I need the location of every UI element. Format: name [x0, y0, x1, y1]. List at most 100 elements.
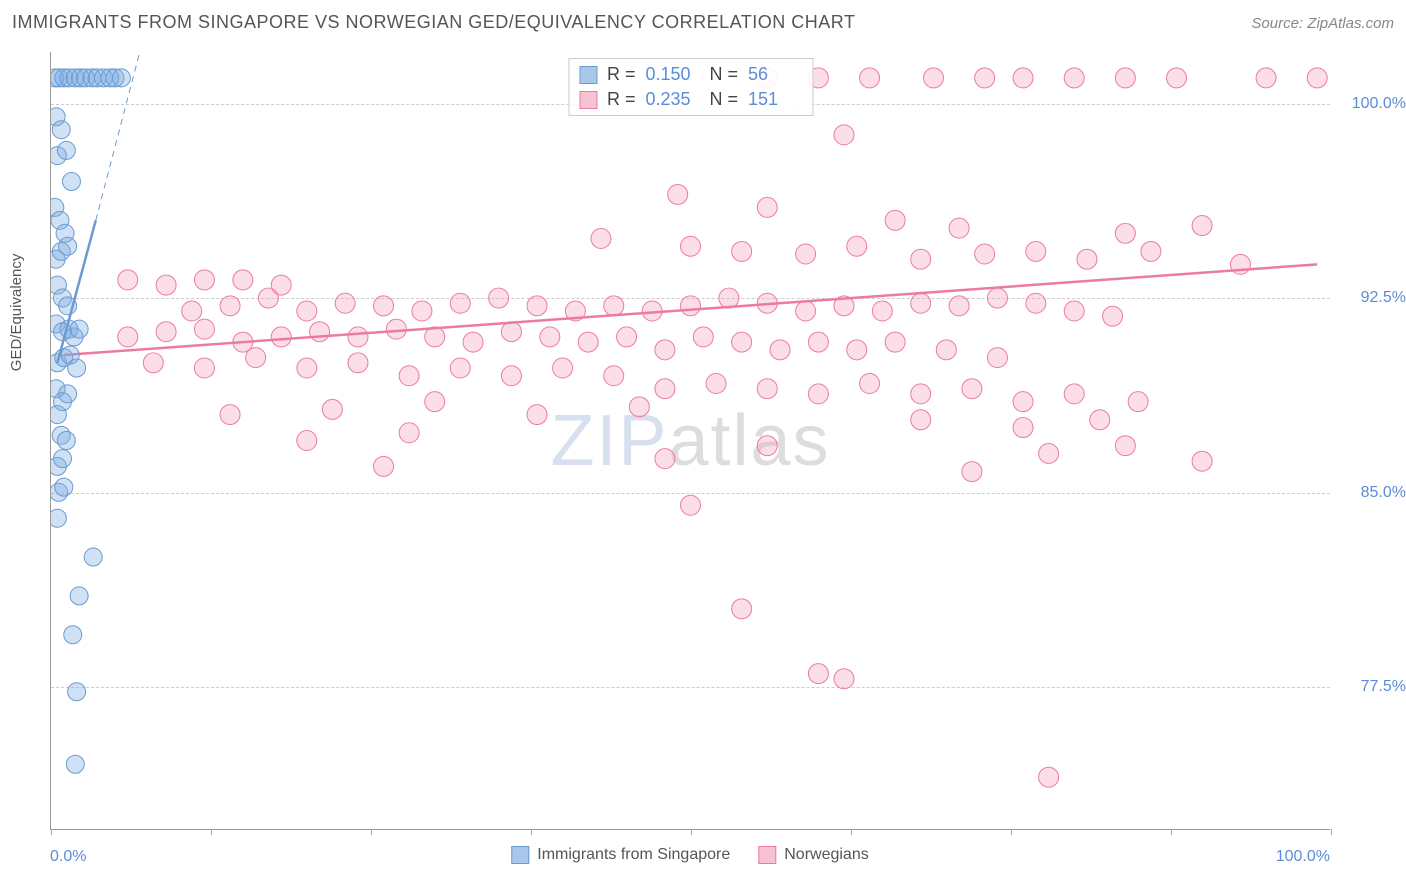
data-point [501, 366, 521, 386]
data-point [527, 296, 547, 316]
data-point [246, 348, 266, 368]
data-point [463, 332, 483, 352]
data-point [1256, 68, 1276, 88]
data-point [1026, 241, 1046, 261]
data-point [1064, 384, 1084, 404]
data-point [194, 358, 214, 378]
data-point [796, 301, 816, 321]
data-point [1090, 410, 1110, 430]
data-point [681, 236, 701, 256]
x-axis-max-label: 100.0% [1276, 848, 1330, 866]
data-point [322, 399, 342, 419]
x-tick [1011, 829, 1012, 835]
data-point [68, 359, 86, 377]
data-point [118, 270, 138, 290]
legend-item-singapore: Immigrants from Singapore [511, 846, 730, 864]
data-point [1026, 293, 1046, 313]
x-axis-min-label: 0.0% [50, 848, 86, 866]
data-point [335, 293, 355, 313]
legend-item-norwegians: Norwegians [758, 846, 868, 864]
data-point [949, 296, 969, 316]
data-point [681, 296, 701, 316]
data-point [1013, 68, 1033, 88]
r-label: R = [607, 64, 636, 85]
data-point [540, 327, 560, 347]
legend-label-norwegians: Norwegians [784, 846, 868, 864]
data-point [847, 340, 867, 360]
source-prefix: Source: [1251, 15, 1307, 32]
data-point [578, 332, 598, 352]
x-tick [531, 829, 532, 835]
correlation-box: R = 0.150 N = 56 R = 0.235 N = 151 [568, 58, 813, 116]
data-point [949, 218, 969, 238]
data-point [987, 288, 1007, 308]
data-point [450, 358, 470, 378]
data-point [51, 406, 66, 424]
n-value-singapore: 56 [748, 64, 802, 85]
data-point [233, 270, 253, 290]
data-point [527, 405, 547, 425]
x-tick [1171, 829, 1172, 835]
data-point [808, 664, 828, 684]
data-point [297, 358, 317, 378]
data-point [757, 197, 777, 217]
r-value-singapore: 0.150 [646, 64, 700, 85]
x-tick [691, 829, 692, 835]
chart-header: IMMIGRANTS FROM SINGAPORE VS NORWEGIAN G… [12, 12, 1394, 33]
data-point [1039, 767, 1059, 787]
swatch-norwegians [579, 91, 597, 109]
data-point [220, 296, 240, 316]
chart-svg [51, 52, 1330, 829]
source-name: ZipAtlas.com [1307, 15, 1394, 32]
legend-swatch-singapore [511, 846, 529, 864]
data-point [425, 392, 445, 412]
data-point [757, 379, 777, 399]
x-tick [51, 829, 52, 835]
y-tick-label: 100.0% [1341, 95, 1406, 113]
x-axis-row: 0.0% Immigrants from Singapore Norwegian… [50, 840, 1330, 875]
data-point [604, 366, 624, 386]
bottom-legend: Immigrants from Singapore Norwegians [511, 846, 868, 864]
data-point [1167, 68, 1187, 88]
data-point [1141, 241, 1161, 261]
data-point [271, 327, 291, 347]
data-point [604, 296, 624, 316]
data-point [860, 68, 880, 88]
data-point [911, 410, 931, 430]
data-point [182, 301, 202, 321]
r-value-norwegians: 0.235 [646, 89, 700, 110]
data-point [1039, 443, 1059, 463]
x-tick [371, 829, 372, 835]
x-tick [851, 829, 852, 835]
data-point [860, 374, 880, 394]
data-point [834, 669, 854, 689]
data-point [489, 288, 509, 308]
data-point [655, 379, 675, 399]
legend-swatch-norwegians [758, 846, 776, 864]
data-point [885, 332, 905, 352]
n-label: N = [710, 89, 739, 110]
data-point [501, 322, 521, 342]
data-point [59, 237, 77, 255]
data-point [719, 288, 739, 308]
data-point [348, 327, 368, 347]
n-label: N = [710, 64, 739, 85]
data-point [1115, 68, 1135, 88]
data-point [412, 301, 432, 321]
data-point [348, 353, 368, 373]
data-point [1192, 451, 1212, 471]
data-point [732, 599, 752, 619]
data-point [64, 626, 82, 644]
data-point [668, 184, 688, 204]
data-point [1307, 68, 1327, 88]
data-point [911, 384, 931, 404]
data-point [297, 431, 317, 451]
data-point [112, 69, 130, 87]
data-point [770, 340, 790, 360]
correlation-row-norwegians: R = 0.235 N = 151 [575, 87, 806, 112]
data-point [872, 301, 892, 321]
data-point [1115, 223, 1135, 243]
data-point [57, 432, 75, 450]
data-point [911, 293, 931, 313]
data-point [655, 340, 675, 360]
